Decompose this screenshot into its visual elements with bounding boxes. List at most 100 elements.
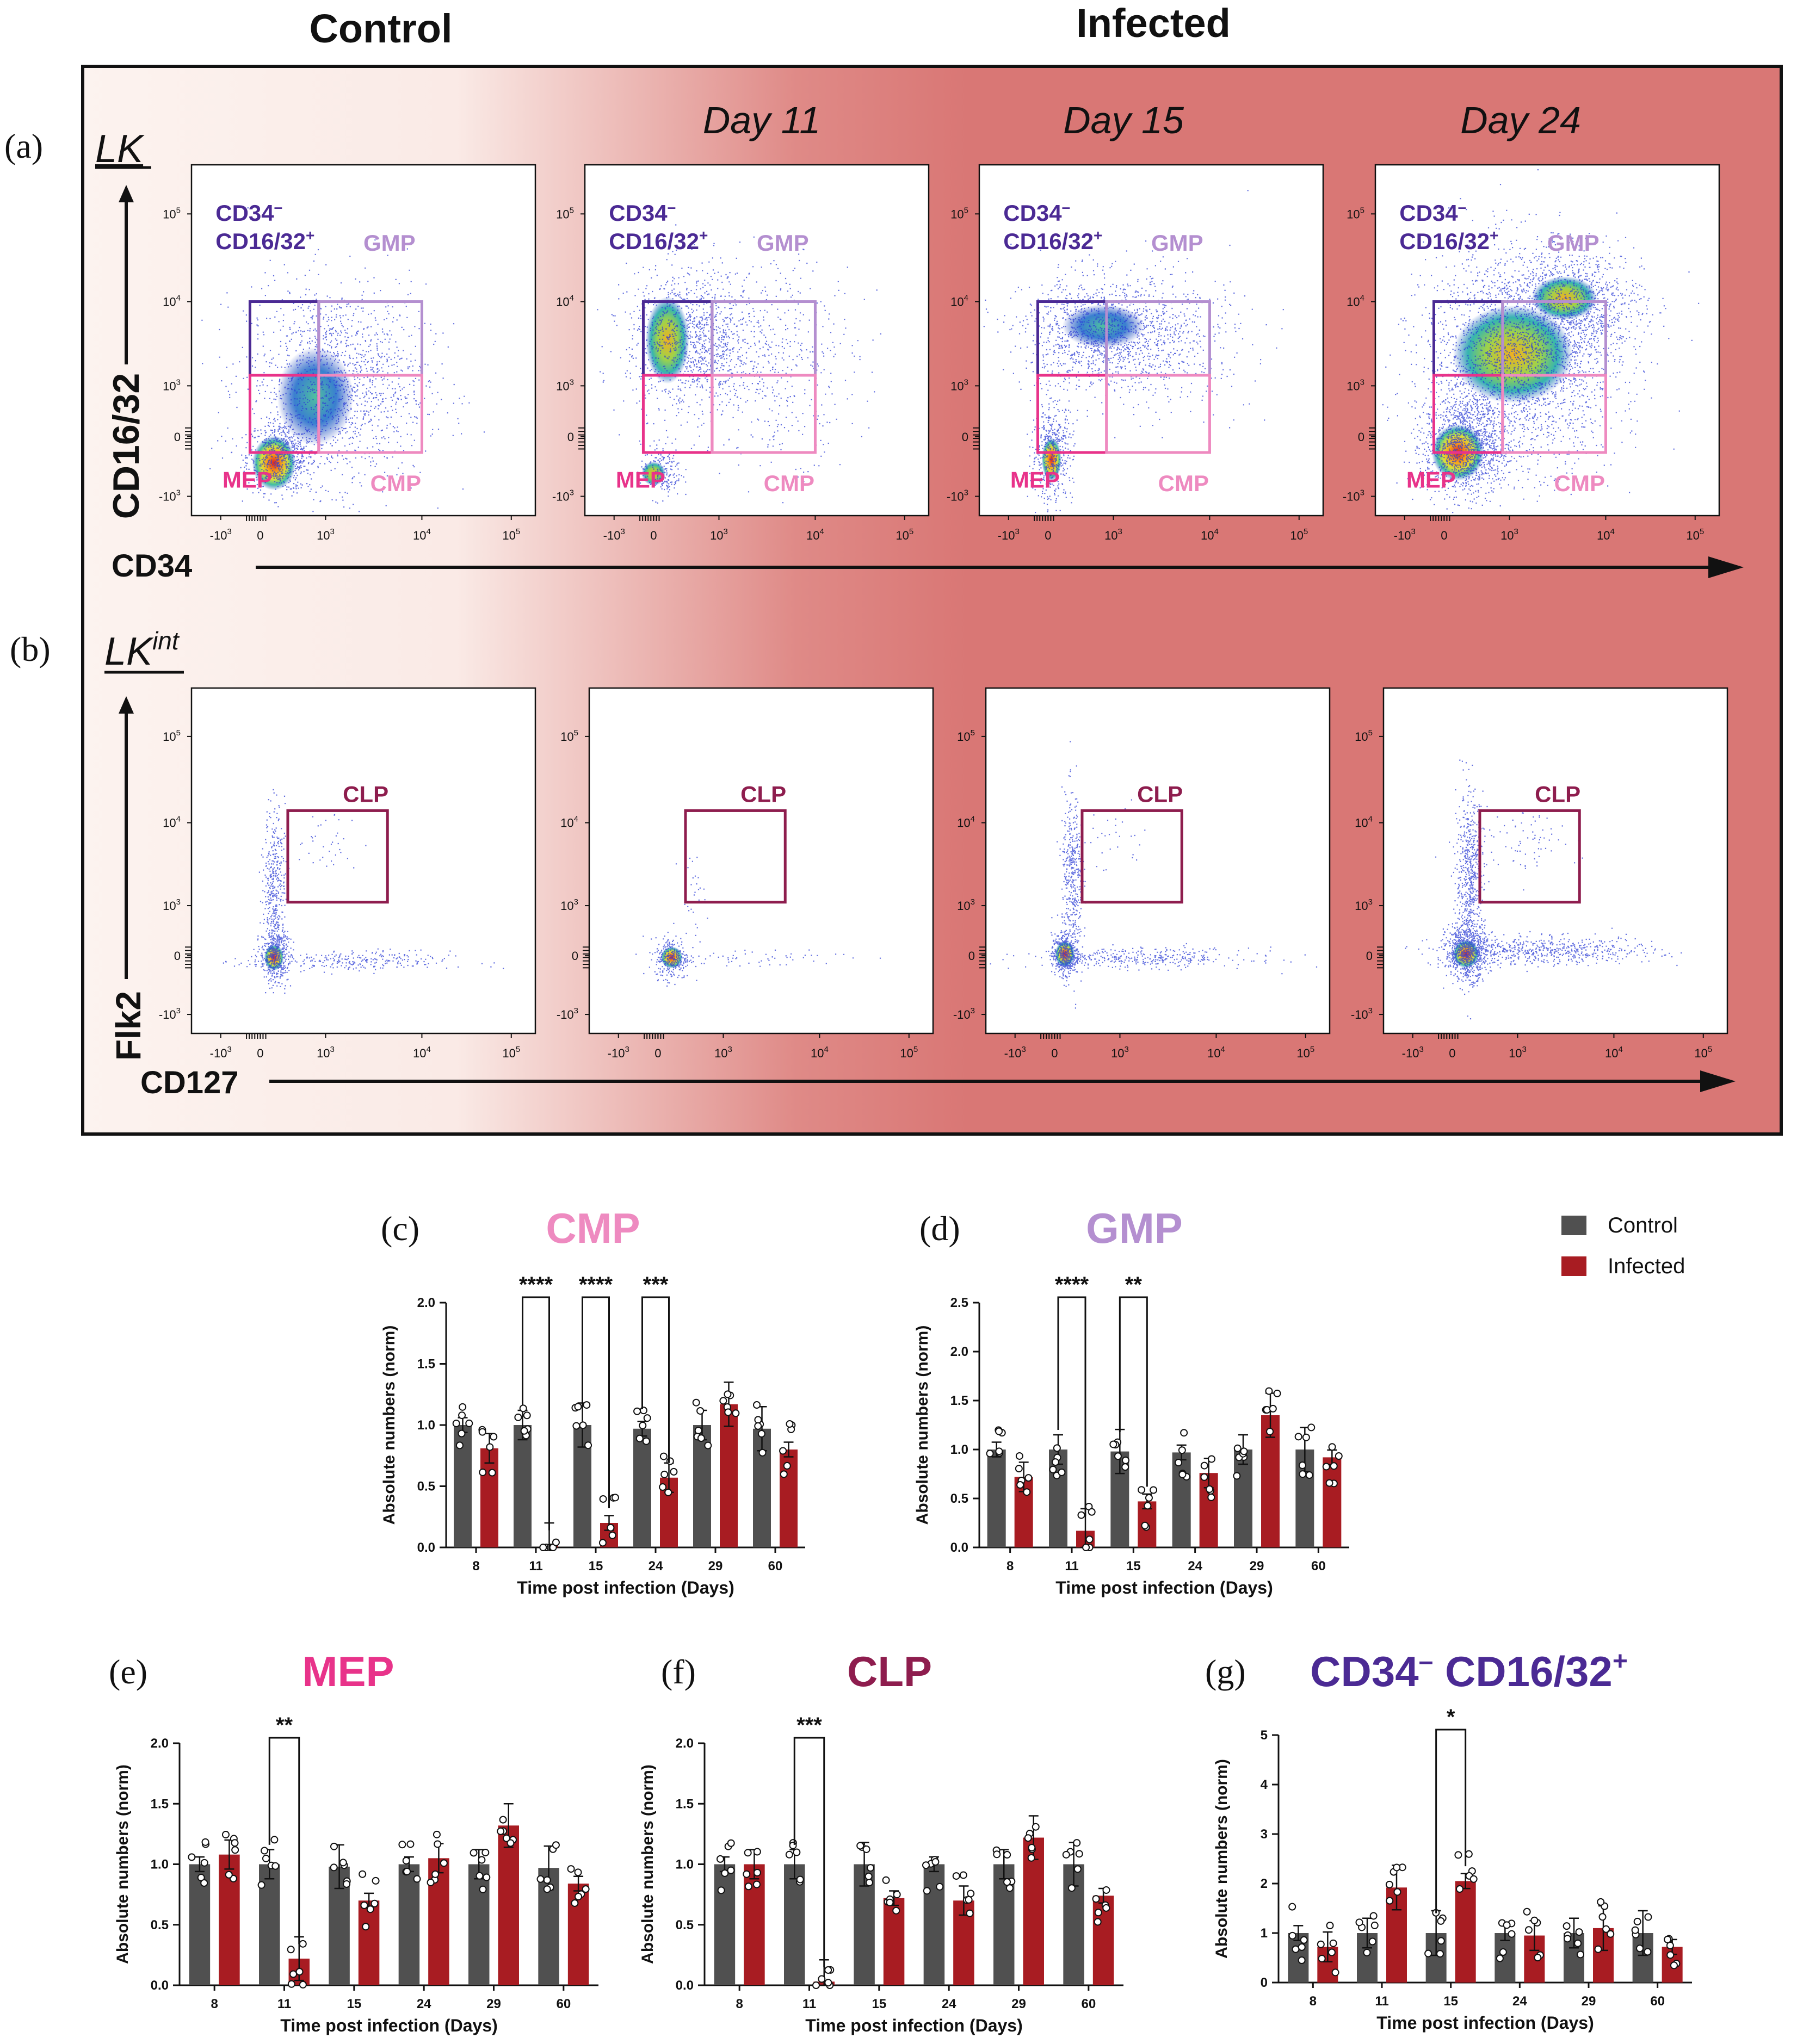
x-tick-label: 15 <box>347 1997 361 2011</box>
bar-control <box>398 1864 420 1985</box>
x-tick-label: 24 <box>1188 1559 1202 1574</box>
replicate-point <box>574 1403 582 1411</box>
replicate-point <box>1633 1917 1641 1925</box>
significance-label: **** <box>579 1273 613 1297</box>
replicate-point <box>295 1968 304 1976</box>
x-tick-label: 104 <box>1207 1045 1225 1060</box>
y-tick-base: 10 <box>1347 207 1360 221</box>
y-tick-label: 103 <box>957 897 975 913</box>
significance-label: * <box>1447 1705 1455 1729</box>
x-tick-exp: 5 <box>909 527 913 536</box>
replicate-point <box>743 1870 751 1878</box>
replicate-point <box>552 1841 560 1849</box>
gate-label-cd34: CD34– <box>609 199 676 226</box>
bar-control <box>633 1428 651 1547</box>
replicate-point <box>1322 1463 1330 1471</box>
x-tick-exp: 4 <box>824 1045 829 1054</box>
x-tick-label: 8 <box>1310 1994 1317 2009</box>
replicate-point <box>1233 1472 1241 1480</box>
y-tick-exp: 3 <box>570 377 574 387</box>
x-tick-label: -103 <box>1402 1045 1424 1060</box>
replicate-point <box>343 1880 351 1888</box>
replicate-point <box>478 1428 486 1436</box>
y-tick-label: 104 <box>556 294 574 309</box>
replicate-point <box>584 1441 592 1450</box>
replicate-point <box>1503 1921 1511 1929</box>
x-axis-label: Time post infection (Days) <box>517 1578 734 1597</box>
gate-label-cd1632-main: CD16/32 <box>215 228 306 254</box>
y-tick-base: -10 <box>552 490 570 504</box>
replicate-point <box>1575 1928 1583 1936</box>
replicate-point <box>433 1830 441 1838</box>
replicate-point <box>1335 1452 1343 1460</box>
y-tick-label: 0 <box>567 430 574 444</box>
x-tick-exp: 3 <box>1021 1045 1026 1054</box>
replicate-point <box>986 1450 994 1458</box>
y-tick-label: 105 <box>1355 728 1373 744</box>
gate-label-cd1632-sup: + <box>699 227 708 244</box>
y-tick-base: 10 <box>950 207 964 221</box>
gate-label-cd1632: CD16/32+ <box>1003 227 1102 254</box>
bar-chart-f: (f) CLP 0.0 0.5 1.0 1.5 2.0 Absolute numbers (n… <box>639 1647 1123 2035</box>
x-tick-exp: 3 <box>330 1045 335 1054</box>
x-tick-label: -103 <box>998 527 1020 542</box>
replicate-point <box>670 1467 678 1476</box>
gate-label-cd1632-sup: + <box>1094 227 1102 244</box>
x-tick-base: 10 <box>317 529 330 542</box>
replicate-point <box>1386 1897 1394 1905</box>
x-tick-exp: 4 <box>1610 527 1615 536</box>
y-axis-arrowhead-a <box>119 185 134 202</box>
replicate-point <box>1015 1465 1023 1473</box>
y-tick-exp: 3 <box>1360 488 1364 498</box>
y-axis-label-cd1632: CD16/32 <box>106 373 147 519</box>
replicate-point <box>403 1867 411 1875</box>
replicate-point <box>659 1452 668 1460</box>
replicate-point <box>664 1488 672 1496</box>
x-tick-base: 0 <box>1449 1046 1455 1060</box>
bar-control <box>987 1450 1006 1547</box>
replicate-point <box>993 1850 1001 1859</box>
replicate-point <box>1028 1843 1036 1851</box>
x-tick-exp: 3 <box>724 527 728 536</box>
chart-title-main: CD34 <box>1310 1647 1418 1695</box>
replicate-point <box>519 1404 527 1413</box>
x-tick-label: 105 <box>1686 527 1704 542</box>
replicate-point <box>639 1407 647 1415</box>
y-tick-label: 105 <box>1347 206 1364 221</box>
chart-title-sup: – <box>1419 1647 1434 1676</box>
gate-label-cd34-sup: – <box>1458 199 1467 215</box>
significance-bracket <box>641 1296 670 1463</box>
x-tick-label: -103 <box>603 527 625 542</box>
bar-control <box>1049 1450 1067 1547</box>
replicate-point <box>1631 1926 1639 1934</box>
replicate-point <box>931 1858 940 1866</box>
replicate-point <box>995 1447 1003 1455</box>
x-tick-base: 0 <box>257 1046 263 1060</box>
replicate-point <box>1454 1851 1462 1859</box>
replicate-point <box>1331 1968 1339 1977</box>
replicate-point <box>1368 1937 1376 1946</box>
y-tick-label: -103 <box>557 1006 578 1021</box>
replicate-point <box>261 1847 269 1855</box>
gate-label-cd34: CD34– <box>1399 199 1466 226</box>
significance-label: *** <box>796 1713 822 1737</box>
replicate-point <box>754 1422 762 1430</box>
replicate-point <box>1363 1948 1371 1956</box>
x-tick-base: 10 <box>806 529 819 542</box>
y-tick-label: -103 <box>159 488 181 504</box>
replicate-point <box>1145 1494 1153 1502</box>
y-tick-base: 10 <box>1355 730 1368 744</box>
replicate-point <box>1180 1429 1188 1437</box>
bar-control <box>714 1864 736 1985</box>
replicate-point <box>1534 1954 1542 1962</box>
y-tick-label: 104 <box>957 815 975 830</box>
replicate-point <box>995 1427 1003 1435</box>
replicate-point <box>497 1827 505 1835</box>
y-tick-label: 0 <box>1261 1975 1268 1990</box>
replicate-point <box>717 1886 725 1894</box>
replicate-point <box>1067 1884 1076 1892</box>
y-tick-exp: 3 <box>176 488 181 498</box>
replicate-point <box>536 1875 545 1883</box>
y-tick-base: -10 <box>953 1008 971 1021</box>
replicate-point <box>727 1839 735 1847</box>
